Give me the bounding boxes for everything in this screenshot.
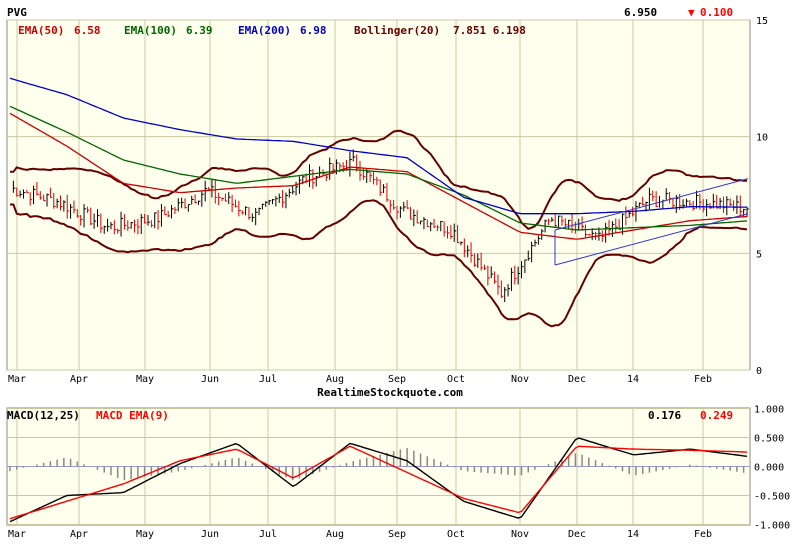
legend-ema50-value: 6.58	[74, 24, 101, 37]
macd-signal-value: 0.249	[700, 409, 733, 422]
watermark: RealtimeStockquote.com	[317, 386, 463, 399]
price-panel	[6, 19, 751, 371]
price-x-tick-label: Mar	[8, 374, 26, 385]
macd-value: 0.176	[648, 409, 681, 422]
macd-x-tick-label: 14	[627, 529, 639, 540]
macd-histogram	[9, 448, 745, 481]
macd-y-tick-label: -1.000	[754, 521, 790, 532]
price-x-tick-label: Feb	[694, 374, 712, 385]
bollinger-bands	[10, 129, 748, 328]
symbol-label: PVG	[7, 6, 27, 19]
macd-y-tick-label: 0.500	[754, 434, 784, 445]
price-y-axis: 15 10 5 0	[756, 16, 768, 377]
macd-x-tick-label: Oct	[447, 529, 465, 540]
legend-ema100-value: 6.39	[186, 24, 213, 37]
macd-x-tick-label: Mar	[8, 529, 26, 540]
price-x-tick-label: 14	[627, 374, 639, 385]
price-x-tick-label: Sep	[388, 374, 406, 385]
ema-line-0	[9, 112, 748, 240]
macd-x-tick-label: Nov	[511, 529, 529, 540]
macd-x-axis: Mar Apr May Jun Jul Aug Sep Oct Nov Dec 14 Feb	[8, 529, 712, 540]
price-y-tick-label: 5	[756, 249, 762, 260]
bollinger-lower-band	[10, 199, 748, 328]
macd-x-tick-label: Feb	[694, 529, 712, 540]
price-x-tick-label: May	[136, 374, 154, 385]
last-price: 6.950	[624, 6, 657, 19]
price-x-tick-label: Dec	[568, 374, 586, 385]
price-change: 0.100	[700, 6, 733, 19]
price-x-tick-label: Jun	[201, 374, 219, 385]
bollinger-upper-band	[10, 129, 748, 231]
macd-lines	[9, 437, 748, 523]
macd-legend-label: MACD(12,25)	[7, 409, 80, 422]
channel-lower-line	[554, 213, 749, 266]
trend-channel-lines	[554, 178, 749, 266]
price-y-tick-label: 0	[756, 366, 762, 377]
macd-signal-legend-label: MACD EMA(9)	[96, 409, 169, 422]
price-bars	[12, 149, 749, 302]
macd-x-tick-label: Aug	[326, 529, 344, 540]
legend-ema100-label: EMA(100)	[124, 24, 177, 37]
macd-y-tick-label: -0.500	[754, 492, 790, 503]
macd-x-tick-label: Sep	[388, 529, 406, 540]
macd-x-tick-label: Apr	[70, 529, 88, 540]
macd-x-tick-label: Jul	[259, 529, 277, 540]
price-x-tick-label: Oct	[447, 374, 465, 385]
legend-ema200-value: 6.98	[300, 24, 327, 37]
price-x-tick-label: Apr	[70, 374, 88, 385]
macd-y-tick-label: 0.000	[754, 463, 784, 474]
legend-bollinger-label: Bollinger(20)	[354, 24, 440, 37]
price-grid	[7, 19, 750, 371]
change-arrow-icon: ▼	[688, 6, 695, 19]
macd-x-tick-label: Dec	[568, 529, 586, 540]
price-y-tick-label: 15	[756, 16, 768, 27]
macd-y-axis: 1.000 0.500 0.000 -0.500 -1.000	[754, 405, 790, 532]
ema-line-1	[9, 105, 748, 231]
macd-line	[9, 437, 748, 523]
macd-y-tick-label: 1.000	[754, 405, 784, 416]
macd-signal-line	[9, 445, 748, 520]
legend-ema200-label: EMA(200)	[238, 24, 291, 37]
legend-bollinger-value: 7.851 6.198	[453, 24, 526, 37]
price-x-tick-label: Aug	[326, 374, 344, 385]
macd-x-tick-label: May	[136, 529, 154, 540]
price-x-tick-label: Jul	[259, 374, 277, 385]
channel-upper-line	[554, 178, 749, 231]
macd-x-tick-label: Jun	[201, 529, 219, 540]
price-x-axis: Mar Apr May Jun Jul Aug Sep Oct Nov Dec 14 Feb	[8, 374, 712, 385]
legend-ema50-label: EMA(50)	[18, 24, 64, 37]
price-x-tick-label: Nov	[511, 374, 529, 385]
price-y-tick-label: 10	[756, 133, 768, 144]
